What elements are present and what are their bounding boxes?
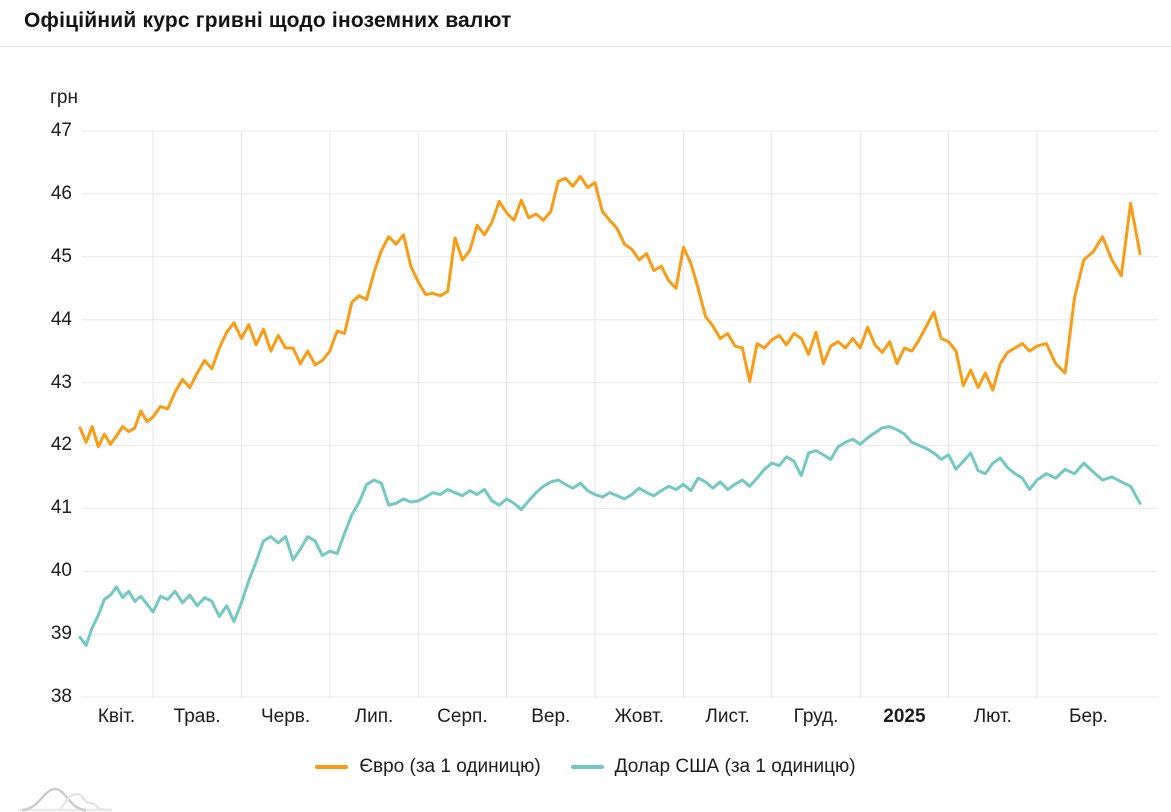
chart-legend: Євро (за 1 одиницю) Долар США (за 1 одини… <box>0 756 1171 778</box>
y-axis-tick-44: 44 <box>50 308 72 330</box>
x-axis-tick-6: Вер. <box>531 706 571 727</box>
x-axis-tick-1: Квіт. <box>97 706 136 727</box>
x-axis-tick-3: Черв. <box>261 706 311 727</box>
y-axis-tick-47: 47 <box>50 120 72 141</box>
x-axis-tick-9: Груд. <box>793 706 839 727</box>
y-axis-unit-label: грн <box>50 87 78 108</box>
euro-line-series[interactable] <box>78 174 1142 449</box>
x-axis-tick-5: Серп. <box>437 706 488 727</box>
x-axis-tick-10: 2025 <box>883 706 926 727</box>
x-axis-tick-2: Трав. <box>173 706 221 727</box>
usd-legend-swatch-icon <box>570 765 604 769</box>
page-header: Офіційний курс гривні щодо іноземних вал… <box>0 0 1171 47</box>
exchange-rate-chart[interactable]: грн 38 39 40 41 42 43 44 45 46 47 Квіт. Трав. Черв.… <box>0 48 1171 812</box>
y-axis-tick-38: 38 <box>50 686 72 707</box>
usd-legend-label: Долар США (за 1 одиницю) <box>614 756 856 777</box>
euro-legend-swatch-icon <box>315 765 349 769</box>
euro-legend-label: Євро (за 1 одиницю) <box>359 756 541 777</box>
x-axis-tick-4: Лип. <box>354 706 394 727</box>
x-axis-tick-11: Лют. <box>973 706 1012 727</box>
y-axis-tick-40: 40 <box>50 560 72 582</box>
x-axis-tick-7: Жовт. <box>614 706 664 727</box>
page-title: Офіційний курс гривні щодо іноземних вал… <box>24 9 512 32</box>
usd-line-series[interactable] <box>78 425 1142 647</box>
mini-chart-waves-icon <box>8 783 128 812</box>
y-axis-tick-46: 46 <box>50 182 72 204</box>
chart-plot-area[interactable] <box>0 48 1171 812</box>
y-axis-tick-41: 41 <box>50 497 72 519</box>
legend-item-euro[interactable]: Євро (за 1 одиницю) <box>315 756 541 778</box>
y-axis-tick-42: 42 <box>50 434 72 456</box>
y-axis-tick-39: 39 <box>50 623 72 645</box>
legend-item-usd[interactable]: Долар США (за 1 одиницю) <box>570 756 856 778</box>
y-axis-tick-45: 45 <box>50 245 72 267</box>
x-axis-tick-8: Лист. <box>705 706 750 727</box>
y-axis-tick-43: 43 <box>50 371 72 393</box>
x-axis-tick-12: Бер. <box>1069 706 1108 727</box>
